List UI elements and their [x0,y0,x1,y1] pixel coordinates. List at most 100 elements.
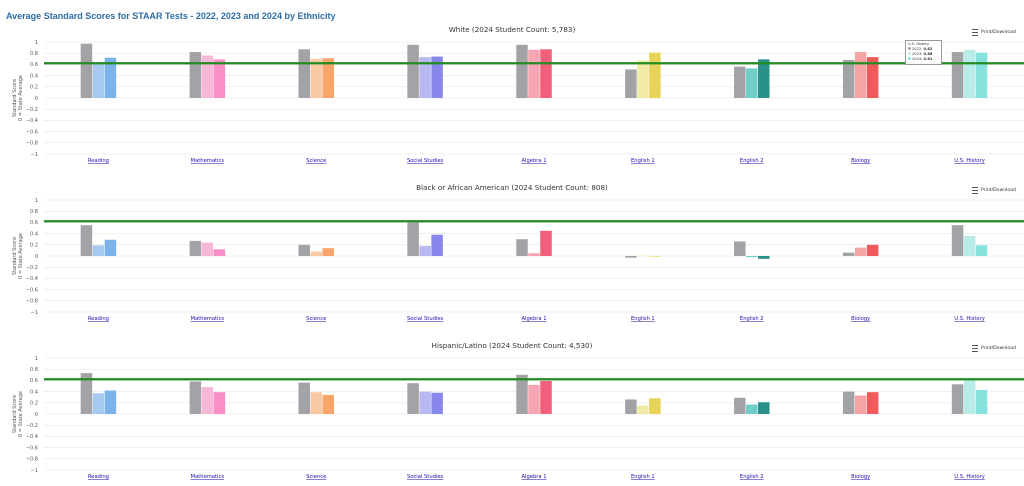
bar-2022-algebra-1[interactable] [516,374,528,414]
bar-2022-english-1[interactable] [625,69,637,98]
category-link[interactable]: English 1 [631,316,655,322]
bar-2023-english-1[interactable] [637,405,649,414]
bar-2023-english-2[interactable] [746,404,758,414]
bar-2022-english-2[interactable] [734,66,746,98]
bar-2023-mathematics[interactable] [201,387,214,414]
bar-2022-biology[interactable] [842,59,855,98]
category-link[interactable]: Reading [88,474,109,480]
print-download-button[interactable]: Print/Download [972,185,1016,195]
bar-2022-mathematics[interactable] [189,240,202,256]
bar-2023-biology[interactable] [854,52,867,98]
bar-2024-u-s-history[interactable] [975,245,988,256]
bar-2022-reading[interactable] [80,43,93,98]
category-link[interactable]: U.S. History [954,474,985,480]
category-link[interactable]: Biology [851,474,870,480]
category-link[interactable]: Mathematics [191,316,225,322]
bar-2022-science[interactable] [298,49,310,98]
bar-2022-english-2[interactable] [734,397,746,414]
bar-2024-biology[interactable] [866,392,879,414]
category-link[interactable]: Science [306,474,326,480]
category-link[interactable]: U.S. History [954,316,985,322]
bar-2022-english-1[interactable] [625,399,637,414]
bar-2022-english-2[interactable] [734,241,746,256]
bar-2022-algebra-1[interactable] [516,239,528,256]
category-link[interactable]: Reading [88,158,109,164]
category-link[interactable]: Algebra 1 [521,316,546,322]
category-link[interactable]: Algebra 1 [521,158,546,164]
bar-2023-english-2[interactable] [746,68,758,98]
bar-2023-algebra-1[interactable] [528,384,540,414]
bar-2024-social-studies[interactable] [431,234,443,256]
bar-2024-english-1[interactable] [649,52,661,98]
bar-2023-mathematics[interactable] [201,242,214,256]
category-link[interactable]: Social Studies [407,474,444,480]
bar-2022-algebra-1[interactable] [516,44,528,98]
bar-2024-algebra-1[interactable] [540,380,552,414]
bar-2023-u-s-history[interactable] [963,235,976,256]
bar-2024-science[interactable] [322,248,334,256]
category-link[interactable]: Biology [851,316,870,322]
bar-2023-science[interactable] [310,392,322,414]
bar-2024-biology[interactable] [866,57,879,98]
bar-2023-social-studies[interactable] [419,391,431,414]
bar-2023-u-s-history[interactable] [963,49,976,98]
bar-2024-u-s-history[interactable] [975,52,988,98]
bar-2023-science[interactable] [310,58,322,98]
bar-2024-mathematics[interactable] [213,249,226,256]
category-link[interactable]: U.S. History [954,158,985,164]
category-link[interactable]: English 1 [631,474,655,480]
bar-2023-social-studies[interactable] [419,57,431,98]
bar-2023-mathematics[interactable] [201,55,214,98]
category-link[interactable]: English 1 [631,158,655,164]
bar-2023-reading[interactable] [92,62,105,98]
bar-2024-reading[interactable] [104,57,117,98]
bar-2023-science[interactable] [310,251,322,256]
bar-2024-english-1[interactable] [649,256,661,257]
bar-2024-reading[interactable] [104,390,117,414]
bar-2024-science[interactable] [322,58,334,98]
bar-2022-u-s-history[interactable] [951,52,964,98]
bar-2024-social-studies[interactable] [431,392,443,414]
category-link[interactable]: Algebra 1 [521,474,546,480]
bar-2023-social-studies[interactable] [419,245,431,256]
bar-2023-algebra-1[interactable] [528,49,540,98]
bar-2023-english-2[interactable] [746,256,758,258]
bar-2024-science[interactable] [322,394,334,414]
bar-2024-algebra-1[interactable] [540,230,552,256]
bar-2023-biology[interactable] [854,247,867,256]
bar-2022-social-studies[interactable] [407,44,419,98]
category-link[interactable]: English 2 [740,474,764,480]
category-link[interactable]: Social Studies [407,158,444,164]
bar-2022-biology[interactable] [842,391,855,414]
bar-2022-social-studies[interactable] [407,383,419,414]
category-link[interactable]: Mathematics [191,158,225,164]
bar-2022-english-1[interactable] [625,256,637,258]
category-link[interactable]: Mathematics [191,474,225,480]
bar-2023-reading[interactable] [92,393,105,414]
bar-2022-social-studies[interactable] [407,222,419,256]
bar-2023-algebra-1[interactable] [528,253,540,256]
bar-2023-biology[interactable] [854,395,867,414]
bar-2023-reading[interactable] [92,245,105,256]
category-link[interactable]: English 2 [740,158,764,164]
bar-2022-u-s-history[interactable] [951,225,964,256]
bar-2024-english-2[interactable] [758,256,770,259]
bar-2024-english-1[interactable] [649,398,661,414]
bar-2024-mathematics[interactable] [213,392,226,414]
category-link[interactable]: Biology [851,158,870,164]
print-download-button[interactable]: Print/Download [972,343,1016,353]
bar-2024-mathematics[interactable] [213,59,226,98]
bar-2024-english-2[interactable] [758,59,770,98]
category-link[interactable]: Social Studies [407,316,444,322]
bar-2023-u-s-history[interactable] [963,378,976,414]
bar-2022-mathematics[interactable] [189,381,202,414]
bar-2024-u-s-history[interactable] [975,389,988,414]
category-link[interactable]: English 2 [740,316,764,322]
bar-2024-biology[interactable] [866,244,879,256]
category-link[interactable]: Science [306,158,326,164]
bar-2024-reading[interactable] [104,239,117,256]
bar-2024-english-2[interactable] [758,402,770,414]
bar-2022-science[interactable] [298,382,310,414]
bar-2023-english-1[interactable] [637,255,649,257]
bar-2022-reading[interactable] [80,373,93,414]
